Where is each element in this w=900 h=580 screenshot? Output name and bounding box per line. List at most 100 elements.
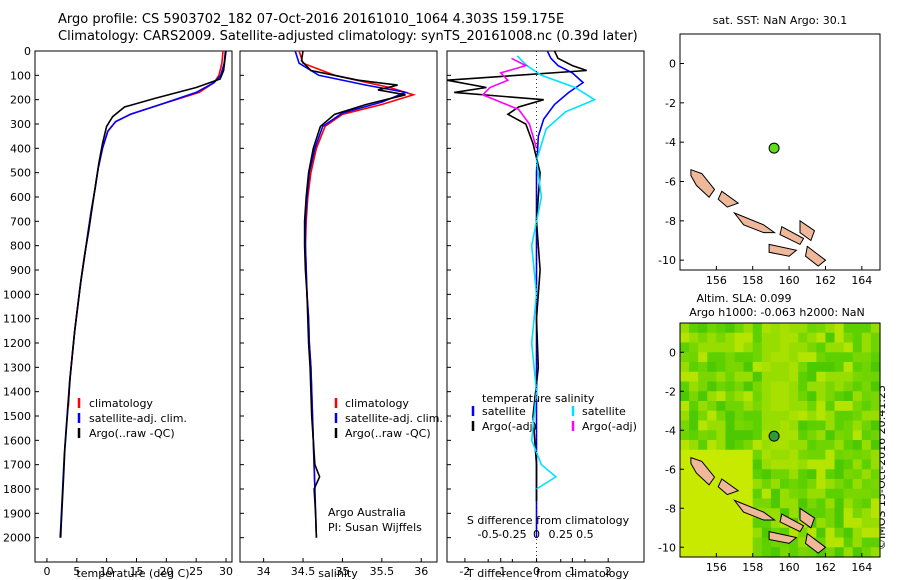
sla-cell [725, 537, 736, 548]
sla-cell [789, 352, 799, 363]
sla-cell [725, 342, 736, 353]
argo-position-marker [768, 142, 780, 154]
sla-cell [861, 391, 872, 402]
sla-cell [798, 352, 808, 363]
sla-cell [798, 440, 808, 451]
x-axis-label: T difference from climatology [466, 567, 629, 580]
sla-cell [843, 342, 854, 353]
sla-cell [770, 410, 781, 422]
series-line-climatology [67, 50, 224, 407]
sla-cell [707, 362, 717, 373]
y-tick-label: 1300 [3, 361, 31, 374]
sla-cell [743, 362, 754, 373]
series-line-salinity-argo-adj- [481, 57, 538, 149]
sla-cell [761, 332, 772, 344]
sla-cell [870, 391, 881, 402]
sla-cell [680, 420, 690, 431]
sla-cell [825, 537, 836, 548]
sla-cell [870, 332, 881, 344]
sla-cell [834, 449, 845, 461]
sla-cell [734, 391, 745, 402]
sla-cell [752, 498, 763, 509]
sla-cell [680, 371, 690, 383]
sla-cell [852, 381, 863, 392]
sla-cell [743, 342, 754, 353]
sla-cell [825, 362, 836, 373]
sla-cell [798, 342, 808, 353]
sla-cell [734, 381, 745, 392]
map-frame-sst_map [679, 33, 881, 271]
map-y-tick-label: -10 [658, 541, 676, 554]
y-tick-label: 600 [10, 191, 31, 204]
sla-cell [707, 479, 717, 490]
sla-cell [734, 323, 745, 334]
sla-cell [843, 362, 854, 373]
sla-cell [861, 527, 872, 539]
sla-cell [843, 527, 854, 539]
sla-cell [789, 420, 799, 431]
sla-cell [716, 401, 727, 412]
sla-cell [743, 352, 754, 363]
sla-cell [789, 498, 799, 509]
legend-title: temperature [482, 392, 551, 405]
sla-cell [834, 352, 845, 363]
sla-cell [861, 371, 872, 383]
sla-cell [770, 547, 781, 558]
series-line-temperature-argo-adj- [446, 50, 587, 502]
sla-cell [870, 547, 881, 558]
sla-cell [743, 518, 754, 529]
sla-cell [680, 498, 690, 509]
sla-cell [761, 547, 772, 558]
map-x-tick-label: 162 [815, 561, 836, 574]
sla-cell [807, 401, 817, 412]
sla-cell [807, 498, 817, 509]
sla-cell [834, 488, 845, 500]
sla-cell [825, 391, 836, 402]
sla-cell [825, 342, 836, 353]
sla-cell [698, 381, 708, 392]
sla-cell [734, 401, 745, 412]
sla-cell [789, 342, 799, 353]
panel-frame-salinity [239, 50, 438, 563]
sla-cell [716, 547, 727, 558]
sla-cell [807, 430, 817, 441]
sla-cell [698, 518, 708, 529]
sla-cell [689, 440, 699, 451]
sla-cell [734, 410, 745, 422]
sla-cell [798, 459, 808, 470]
legend-label: climatology [89, 397, 153, 410]
sla-cell [698, 479, 708, 490]
s-axis-label: S difference from climatology [467, 514, 630, 527]
sla-cell [707, 391, 717, 402]
sla-cell [843, 430, 854, 441]
sla-cell [825, 323, 836, 334]
sla-cell [780, 391, 790, 402]
sla-cell [752, 371, 763, 383]
panel-temperature: 0 5 10 15 20 25 300100200300400500600700800900… [3, 45, 233, 580]
sla-cell [825, 459, 836, 470]
sla-cell [825, 498, 836, 509]
sla-cell [707, 449, 717, 461]
sla-cell [834, 518, 845, 529]
sla-cell [743, 381, 754, 392]
sla-cell [780, 469, 790, 480]
sla-cell [707, 430, 717, 441]
sla-cell [825, 518, 836, 529]
island-landmass [779, 513, 805, 533]
sla-cell [816, 420, 827, 431]
map-frame-sla_map [679, 322, 881, 558]
sla-cell [834, 469, 845, 480]
sla-cell [743, 527, 754, 539]
island-landmass [768, 243, 798, 257]
sla-cell [789, 332, 799, 344]
map-x-tick-label: 160 [779, 274, 800, 287]
sla-cell [870, 420, 881, 431]
sla-cell [807, 449, 817, 461]
sla-cell [707, 323, 717, 334]
legend-label: satellite-adj. clim. [345, 412, 443, 425]
sla-cell [843, 518, 854, 529]
island-landmass [768, 530, 798, 544]
map-y-tick-label: -6 [665, 463, 676, 476]
